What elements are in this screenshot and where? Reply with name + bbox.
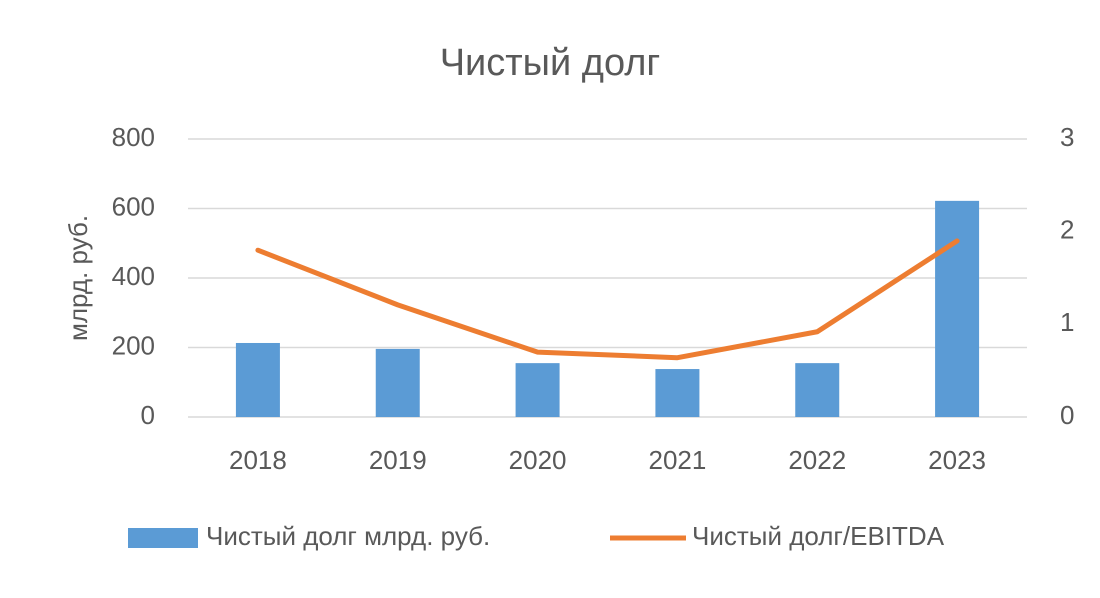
x-tick-label: 2021 [648,445,706,475]
x-tick-label: 2023 [928,445,986,475]
legend-label: Чистый долг млрд. руб. [206,521,490,551]
y-axis-label: млрд. руб. [63,215,93,341]
y-tick-label: 600 [112,191,155,221]
bar [235,342,280,417]
y-tick-label: 200 [112,330,155,360]
legend-label: Чистый долг/EBITDA [692,521,945,551]
bar [935,200,980,417]
bar [655,369,700,417]
x-tick-label: 2022 [788,445,846,475]
legend-swatch [128,528,198,548]
x-tick-label: 2020 [509,445,567,475]
y2-tick-label: 0 [1060,400,1074,430]
bar [795,363,840,417]
bar [515,363,560,417]
y-tick-label: 400 [112,261,155,291]
line [255,238,960,361]
chart-title: Чистый долг [440,42,661,84]
x-tick-label: 2019 [369,445,427,475]
bar [375,348,420,417]
y-tick-label: 800 [112,122,155,152]
y-tick-label: 0 [141,400,155,430]
y2-tick-label: 3 [1060,122,1074,152]
x-tick-label: 2018 [229,445,287,475]
y2-tick-label: 1 [1060,307,1074,337]
y2-tick-label: 2 [1060,215,1074,245]
